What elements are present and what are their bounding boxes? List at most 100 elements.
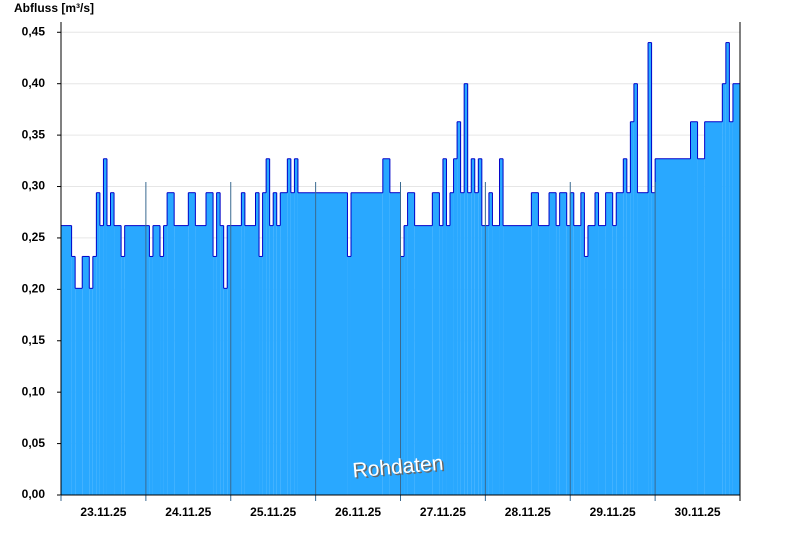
x-tick-label: 28.11.25 bbox=[505, 505, 551, 519]
flow-step bbox=[637, 192, 649, 496]
flow-step bbox=[273, 192, 277, 496]
flow-step bbox=[570, 192, 574, 496]
flow-step bbox=[96, 192, 100, 496]
flow-step bbox=[432, 192, 440, 496]
flow-step bbox=[276, 225, 281, 496]
y-tick-label: 0,25 bbox=[22, 230, 46, 244]
y-tick-label: 0,30 bbox=[22, 179, 46, 193]
flow-step bbox=[414, 225, 433, 496]
flow-step bbox=[587, 225, 596, 496]
flow-step bbox=[453, 158, 458, 495]
plot-area: 0,00 0,05 0,10 0,15 0,20 0,25 0,30 0,35 0,40 0,45… bbox=[22, 22, 741, 519]
flow-step bbox=[580, 192, 585, 496]
flow-step bbox=[651, 192, 656, 496]
x-tick-label: 30.11.25 bbox=[675, 505, 721, 519]
flow-step bbox=[549, 192, 557, 496]
y-tick-label: 0,15 bbox=[22, 333, 46, 347]
flow-step bbox=[704, 121, 723, 495]
flow-step bbox=[573, 225, 581, 496]
flow-step bbox=[174, 225, 189, 496]
flow-step bbox=[244, 225, 256, 496]
flow-step bbox=[460, 192, 465, 496]
flow-step bbox=[188, 192, 196, 496]
flow-step bbox=[404, 225, 408, 496]
flow-step bbox=[152, 225, 161, 496]
flow-step bbox=[732, 83, 740, 496]
flow-step bbox=[655, 158, 691, 495]
flow-step bbox=[616, 192, 624, 496]
flow-step bbox=[595, 192, 599, 496]
flow-step bbox=[241, 192, 245, 496]
flow-step bbox=[531, 192, 539, 496]
flow-step bbox=[82, 256, 90, 495]
flow-step bbox=[439, 225, 443, 496]
flow-step bbox=[294, 158, 298, 495]
flow-step bbox=[457, 121, 461, 495]
flow-step bbox=[262, 192, 267, 496]
flow-step bbox=[382, 158, 390, 495]
flow-step bbox=[223, 288, 228, 495]
flow-step bbox=[71, 256, 76, 495]
flow-step bbox=[559, 192, 567, 496]
flow-step bbox=[612, 225, 617, 496]
flow-step bbox=[389, 192, 401, 496]
flow-step bbox=[598, 225, 606, 496]
x-tick-label: 24.11.25 bbox=[165, 505, 211, 519]
flow-step bbox=[149, 256, 153, 495]
y-tick-label: 0,10 bbox=[22, 384, 46, 398]
flow-step bbox=[467, 192, 472, 496]
flow-step bbox=[729, 121, 733, 495]
flow-step bbox=[446, 225, 451, 496]
flow-step bbox=[633, 83, 638, 496]
flow-step bbox=[605, 192, 613, 496]
flow-step bbox=[160, 256, 164, 495]
flow-step bbox=[499, 158, 504, 495]
flow-step bbox=[290, 192, 295, 496]
flow-step bbox=[106, 225, 111, 496]
flow-step bbox=[626, 192, 631, 496]
flow-step bbox=[61, 225, 72, 496]
flow-step bbox=[103, 158, 107, 495]
flow-step bbox=[492, 225, 500, 496]
flow-step bbox=[220, 225, 224, 496]
flow-step bbox=[255, 192, 260, 496]
y-tick-label: 0,45 bbox=[22, 24, 46, 38]
flow-step bbox=[89, 288, 93, 495]
flow-step bbox=[75, 288, 83, 495]
flow-step bbox=[216, 192, 221, 496]
y-axis-title: Abfluss [m³/s] bbox=[14, 1, 94, 15]
flow-step bbox=[227, 225, 242, 496]
flow-step bbox=[566, 225, 571, 496]
flow-step bbox=[110, 192, 115, 496]
flow-step bbox=[503, 225, 532, 496]
flow-step bbox=[124, 225, 150, 496]
flow-step bbox=[623, 158, 627, 495]
x-tick-label: 26.11.25 bbox=[335, 505, 381, 519]
flow-step bbox=[697, 158, 705, 495]
flow-step bbox=[630, 121, 634, 495]
x-tick-label: 29.11.25 bbox=[590, 505, 636, 519]
flow-step bbox=[92, 256, 97, 495]
x-tick-label: 23.11.25 bbox=[80, 505, 126, 519]
flow-step bbox=[538, 225, 550, 496]
flow-step bbox=[195, 225, 206, 496]
flow-step bbox=[205, 192, 214, 496]
y-tick-label: 0,00 bbox=[22, 487, 46, 501]
flow-step bbox=[725, 42, 730, 495]
flow-step bbox=[347, 256, 351, 495]
flow-step bbox=[400, 256, 405, 495]
flow-step bbox=[450, 192, 454, 496]
flow-step bbox=[471, 158, 475, 495]
y-tick-label: 0,05 bbox=[22, 436, 46, 450]
flow-step bbox=[297, 192, 348, 496]
flow-step bbox=[114, 225, 122, 496]
x-tick-label: 27.11.25 bbox=[420, 505, 466, 519]
flow-step bbox=[407, 192, 415, 496]
flow-step bbox=[280, 192, 288, 496]
flow-step bbox=[350, 192, 383, 496]
flow-step bbox=[266, 158, 270, 495]
y-tick-label: 0,35 bbox=[22, 127, 46, 141]
flow-step bbox=[488, 192, 493, 496]
